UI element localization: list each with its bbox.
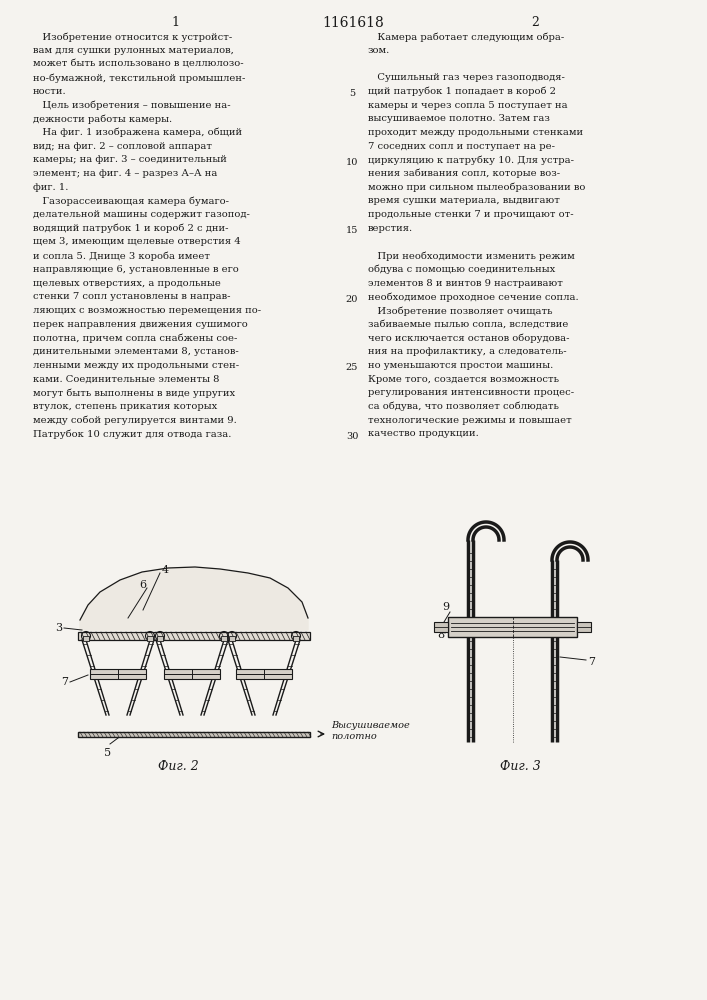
Text: щем 3, имеющим щелевые отверстия 4: щем 3, имеющим щелевые отверстия 4	[33, 237, 241, 246]
Text: 4: 4	[162, 565, 169, 575]
Text: зом.: зом.	[368, 46, 390, 55]
Text: качество продукции.: качество продукции.	[368, 429, 479, 438]
Text: ками. Соединительные элементы 8: ками. Соединительные элементы 8	[33, 374, 219, 383]
Text: На фиг. 1 изображена камера, общий: На фиг. 1 изображена камера, общий	[33, 128, 242, 137]
Bar	[229, 636, 235, 641]
Text: 9: 9	[443, 602, 450, 612]
Text: могут быть выполнены в виде упругих: могут быть выполнены в виде упругих	[33, 388, 235, 398]
Text: 1: 1	[171, 16, 179, 29]
Text: 15: 15	[346, 226, 358, 235]
Text: са обдува, что позволяет соблюдать: са обдува, что позволяет соблюдать	[368, 402, 559, 411]
Text: полотно: полотно	[331, 732, 377, 741]
Bar	[221, 636, 227, 641]
Text: При необходимости изменить режим: При необходимости изменить режим	[368, 251, 575, 261]
Bar	[577, 622, 591, 632]
Text: направляющие 6, установленные в его: направляющие 6, установленные в его	[33, 265, 239, 274]
Text: 5: 5	[105, 748, 112, 758]
Text: продольные стенки 7 и прочищают от-: продольные стенки 7 и прочищают от-	[368, 210, 573, 219]
Text: нения забивания сопл, которые воз-: нения забивания сопл, которые воз-	[368, 169, 560, 178]
Text: Изобретение относится к устройст-: Изобретение относится к устройст-	[33, 32, 233, 41]
Text: камеры; на фиг. 3 – соединительный: камеры; на фиг. 3 – соединительный	[33, 155, 227, 164]
Text: вид; на фиг. 2 – сопловой аппарат: вид; на фиг. 2 – сопловой аппарат	[33, 142, 212, 151]
Text: 8: 8	[437, 630, 444, 640]
Text: стенки 7 сопл установлены в направ-: стенки 7 сопл установлены в направ-	[33, 292, 230, 301]
Text: водящий патрубок 1 и короб 2 с дни-: водящий патрубок 1 и короб 2 с дни-	[33, 224, 228, 233]
Text: Фиг. 2: Фиг. 2	[158, 760, 199, 773]
Text: втулок, степень прикатия которых: втулок, степень прикатия которых	[33, 402, 217, 411]
Text: 3: 3	[55, 623, 62, 633]
Text: Высушиваемое: Высушиваемое	[331, 721, 410, 730]
Text: может быть использовано в целлюлозо-: может быть использовано в целлюлозо-	[33, 59, 244, 68]
Bar	[236, 669, 292, 679]
Text: и сопла 5. Днище 3 короба имеет: и сопла 5. Днище 3 короба имеет	[33, 251, 210, 261]
Text: динительными элементами 8, установ-: динительными элементами 8, установ-	[33, 347, 239, 356]
Text: проходит между продольными стенками: проходит между продольными стенками	[368, 128, 583, 137]
Text: дежности работы камеры.: дежности работы камеры.	[33, 114, 172, 124]
Text: делательной машины содержит газопод-: делательной машины содержит газопод-	[33, 210, 250, 219]
Text: 20: 20	[346, 295, 358, 304]
Bar	[78, 732, 310, 737]
Bar	[83, 636, 89, 641]
Text: 25: 25	[346, 363, 358, 372]
Text: Камера работает следующим обра-: Камера работает следующим обра-	[368, 32, 564, 41]
Text: Газорассеивающая камера бумаго-: Газорассеивающая камера бумаго-	[33, 196, 229, 206]
Text: необходимое проходное сечение сопла.: необходимое проходное сечение сопла.	[368, 292, 578, 302]
Text: верстия.: верстия.	[368, 224, 413, 233]
Bar	[90, 669, 146, 679]
Bar	[448, 617, 577, 637]
Text: между собой регулируется винтами 9.: между собой регулируется винтами 9.	[33, 416, 237, 425]
Text: Сушильный газ через газоподводя-: Сушильный газ через газоподводя-	[368, 73, 565, 82]
Text: Патрубок 10 служит для отвода газа.: Патрубок 10 служит для отвода газа.	[33, 429, 231, 439]
Text: Кроме того, создается возможность: Кроме того, создается возможность	[368, 374, 559, 383]
Text: фиг. 1.: фиг. 1.	[33, 183, 69, 192]
Text: Изобретение позволяет очищать: Изобретение позволяет очищать	[368, 306, 552, 316]
Text: 30: 30	[346, 432, 358, 441]
Bar	[157, 636, 163, 641]
Text: 2: 2	[531, 16, 539, 29]
Text: ленными между их продольными стен-: ленными между их продольными стен-	[33, 361, 239, 370]
Text: элементов 8 и винтов 9 настраивают: элементов 8 и винтов 9 настраивают	[368, 279, 563, 288]
Text: время сушки материала, выдвигают: время сушки материала, выдвигают	[368, 196, 560, 205]
Text: ния на профилактику, а следователь-: ния на профилактику, а следователь-	[368, 347, 566, 356]
Text: Цель изобретения – повышение на-: Цель изобретения – повышение на-	[33, 101, 230, 110]
Polygon shape	[80, 567, 308, 630]
Text: ляющих с возможностью перемещения по-: ляющих с возможностью перемещения по-	[33, 306, 261, 315]
Text: перек направления движения сушимого: перек направления движения сушимого	[33, 320, 247, 329]
Text: можно при сильном пылеобразовании во: можно при сильном пылеобразовании во	[368, 183, 585, 192]
Text: вам для сушки рулонных материалов,: вам для сушки рулонных материалов,	[33, 46, 234, 55]
Text: 10: 10	[346, 158, 358, 167]
Text: щелевых отверстиях, а продольные: щелевых отверстиях, а продольные	[33, 279, 221, 288]
Text: регулирования интенсивности процес-: регулирования интенсивности процес-	[368, 388, 574, 397]
Text: чего исключается останов оборудова-: чего исключается останов оборудова-	[368, 333, 570, 343]
Text: 7: 7	[588, 657, 595, 667]
Text: 7: 7	[61, 677, 68, 687]
Text: ности.: ности.	[33, 87, 66, 96]
Text: элемент; на фиг. 4 – разрез А–А на: элемент; на фиг. 4 – разрез А–А на	[33, 169, 217, 178]
Text: циркуляцию к патрубку 10. Для устра-: циркуляцию к патрубку 10. Для устра-	[368, 155, 574, 165]
Text: Фиг. 3: Фиг. 3	[500, 760, 540, 773]
Text: 6: 6	[139, 580, 146, 590]
Bar	[164, 669, 220, 679]
Text: 5: 5	[349, 89, 355, 98]
Text: технологические режимы и повышает: технологические режимы и повышает	[368, 416, 572, 425]
Text: камеры и через сопла 5 поступает на: камеры и через сопла 5 поступает на	[368, 101, 568, 109]
Text: 1161618: 1161618	[322, 16, 384, 30]
Text: высушиваемое полотно. Затем газ: высушиваемое полотно. Затем газ	[368, 114, 550, 123]
Text: забиваемые пылью сопла, вследствие: забиваемые пылью сопла, вследствие	[368, 320, 568, 329]
Text: полотна, причем сопла снабжены сое-: полотна, причем сопла снабжены сое-	[33, 333, 238, 343]
Text: обдува с помощью соединительных: обдува с помощью соединительных	[368, 265, 555, 274]
Text: 7 соседних сопл и поступает на ре-: 7 соседних сопл и поступает на ре-	[368, 142, 555, 151]
Bar	[78, 632, 310, 640]
Text: щий патрубок 1 попадает в короб 2: щий патрубок 1 попадает в короб 2	[368, 87, 556, 96]
Bar	[147, 636, 153, 641]
Text: но-бумажной, текстильной промышлен-: но-бумажной, текстильной промышлен-	[33, 73, 245, 83]
Bar	[293, 636, 299, 641]
Text: но уменьшаются простои машины.: но уменьшаются простои машины.	[368, 361, 554, 370]
Bar	[434, 622, 448, 632]
